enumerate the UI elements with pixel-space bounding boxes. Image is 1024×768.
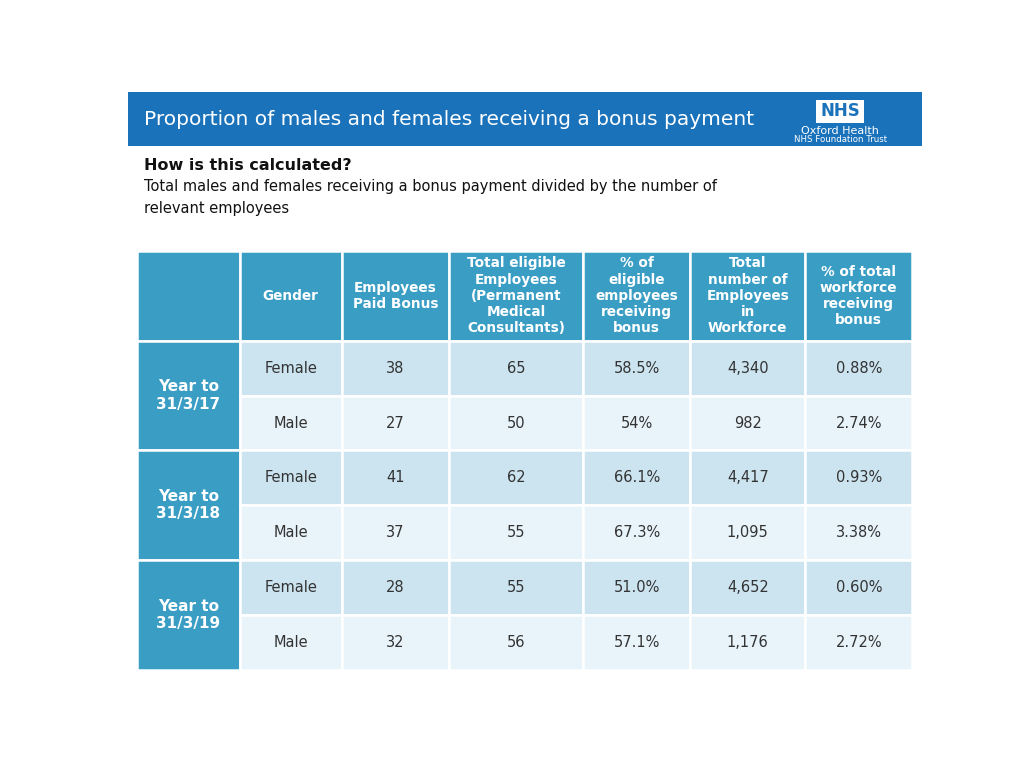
FancyBboxPatch shape (690, 615, 805, 670)
Text: Employees
Paid Bonus: Employees Paid Bonus (352, 281, 438, 311)
Text: 56: 56 (507, 635, 525, 650)
Text: 38: 38 (386, 361, 404, 376)
FancyBboxPatch shape (449, 505, 584, 560)
Text: 32: 32 (386, 635, 404, 650)
Text: Total eligible
Employees
(Permanent
Medical
Consultants): Total eligible Employees (Permanent Medi… (467, 257, 565, 335)
Text: % of total
workforce
receiving
bonus: % of total workforce receiving bonus (820, 264, 897, 327)
FancyBboxPatch shape (342, 615, 449, 670)
FancyBboxPatch shape (240, 341, 342, 396)
FancyBboxPatch shape (805, 560, 912, 615)
Text: 4,652: 4,652 (727, 580, 769, 595)
FancyBboxPatch shape (449, 341, 584, 396)
Text: 57.1%: 57.1% (613, 635, 659, 650)
FancyBboxPatch shape (584, 341, 690, 396)
Text: 55: 55 (507, 525, 525, 540)
Text: Proportion of males and females receiving a bonus payment: Proportion of males and females receivin… (143, 110, 754, 128)
FancyBboxPatch shape (240, 505, 342, 560)
Text: Total males and females receiving a bonus payment divided by the number of
relev: Total males and females receiving a bonu… (143, 179, 717, 216)
FancyBboxPatch shape (816, 100, 864, 123)
Text: NHS Foundation Trust: NHS Foundation Trust (794, 135, 887, 144)
Text: Year to
31/3/18: Year to 31/3/18 (157, 489, 220, 521)
FancyBboxPatch shape (449, 396, 584, 451)
Text: 2.74%: 2.74% (836, 415, 882, 431)
FancyBboxPatch shape (240, 615, 342, 670)
FancyBboxPatch shape (240, 451, 342, 505)
Text: 27: 27 (386, 415, 404, 431)
Text: 67.3%: 67.3% (613, 525, 659, 540)
FancyBboxPatch shape (805, 505, 912, 560)
Text: 65: 65 (507, 361, 525, 376)
FancyBboxPatch shape (240, 560, 342, 615)
FancyBboxPatch shape (805, 396, 912, 451)
Text: Male: Male (273, 525, 308, 540)
Text: 0.93%: 0.93% (836, 470, 882, 485)
FancyBboxPatch shape (805, 341, 912, 396)
Text: 62: 62 (507, 470, 525, 485)
FancyBboxPatch shape (584, 505, 690, 560)
Text: 4,340: 4,340 (727, 361, 769, 376)
Text: Female: Female (264, 361, 317, 376)
FancyBboxPatch shape (584, 451, 690, 505)
Text: 55: 55 (507, 580, 525, 595)
FancyBboxPatch shape (690, 341, 805, 396)
FancyBboxPatch shape (584, 251, 690, 341)
Text: 0.88%: 0.88% (836, 361, 882, 376)
FancyBboxPatch shape (805, 251, 912, 341)
FancyBboxPatch shape (240, 251, 342, 341)
Text: 982: 982 (734, 415, 762, 431)
FancyBboxPatch shape (690, 451, 805, 505)
FancyBboxPatch shape (137, 251, 240, 341)
FancyBboxPatch shape (584, 615, 690, 670)
Text: 3.38%: 3.38% (836, 525, 882, 540)
FancyBboxPatch shape (449, 615, 584, 670)
FancyBboxPatch shape (137, 560, 240, 670)
FancyBboxPatch shape (584, 560, 690, 615)
Text: Female: Female (264, 470, 317, 485)
Text: 0.60%: 0.60% (836, 580, 882, 595)
FancyBboxPatch shape (240, 396, 342, 451)
FancyBboxPatch shape (342, 505, 449, 560)
FancyBboxPatch shape (128, 92, 922, 146)
FancyBboxPatch shape (690, 560, 805, 615)
Text: 58.5%: 58.5% (613, 361, 659, 376)
FancyBboxPatch shape (584, 396, 690, 451)
Text: How is this calculated?: How is this calculated? (143, 157, 351, 173)
Text: Year to
31/3/17: Year to 31/3/17 (157, 379, 220, 412)
FancyBboxPatch shape (342, 341, 449, 396)
FancyBboxPatch shape (137, 451, 240, 560)
Text: 37: 37 (386, 525, 404, 540)
FancyBboxPatch shape (449, 560, 584, 615)
Text: 50: 50 (507, 415, 525, 431)
FancyBboxPatch shape (690, 505, 805, 560)
Text: Female: Female (264, 580, 317, 595)
Text: 1,176: 1,176 (727, 635, 769, 650)
FancyBboxPatch shape (805, 451, 912, 505)
FancyBboxPatch shape (342, 251, 449, 341)
FancyBboxPatch shape (690, 251, 805, 341)
Text: NHS: NHS (820, 102, 860, 121)
Text: Total
number of
Employees
in
Workforce: Total number of Employees in Workforce (707, 257, 790, 335)
Text: 1,095: 1,095 (727, 525, 769, 540)
FancyBboxPatch shape (690, 396, 805, 451)
Text: Gender: Gender (263, 289, 318, 303)
Text: % of
eligible
employees
receiving
bonus: % of eligible employees receiving bonus (595, 257, 678, 335)
Text: 66.1%: 66.1% (613, 470, 659, 485)
Text: Male: Male (273, 415, 308, 431)
Text: 54%: 54% (621, 415, 653, 431)
FancyBboxPatch shape (342, 396, 449, 451)
FancyBboxPatch shape (449, 251, 584, 341)
FancyBboxPatch shape (805, 615, 912, 670)
FancyBboxPatch shape (342, 451, 449, 505)
Text: 4,417: 4,417 (727, 470, 769, 485)
Text: Year to
31/3/19: Year to 31/3/19 (157, 599, 220, 631)
Text: 41: 41 (386, 470, 404, 485)
Text: Oxford Health: Oxford Health (802, 126, 880, 136)
FancyBboxPatch shape (342, 560, 449, 615)
Text: Male: Male (273, 635, 308, 650)
FancyBboxPatch shape (137, 341, 240, 451)
Text: 51.0%: 51.0% (613, 580, 659, 595)
Text: 2.72%: 2.72% (836, 635, 882, 650)
Text: 28: 28 (386, 580, 404, 595)
FancyBboxPatch shape (449, 451, 584, 505)
